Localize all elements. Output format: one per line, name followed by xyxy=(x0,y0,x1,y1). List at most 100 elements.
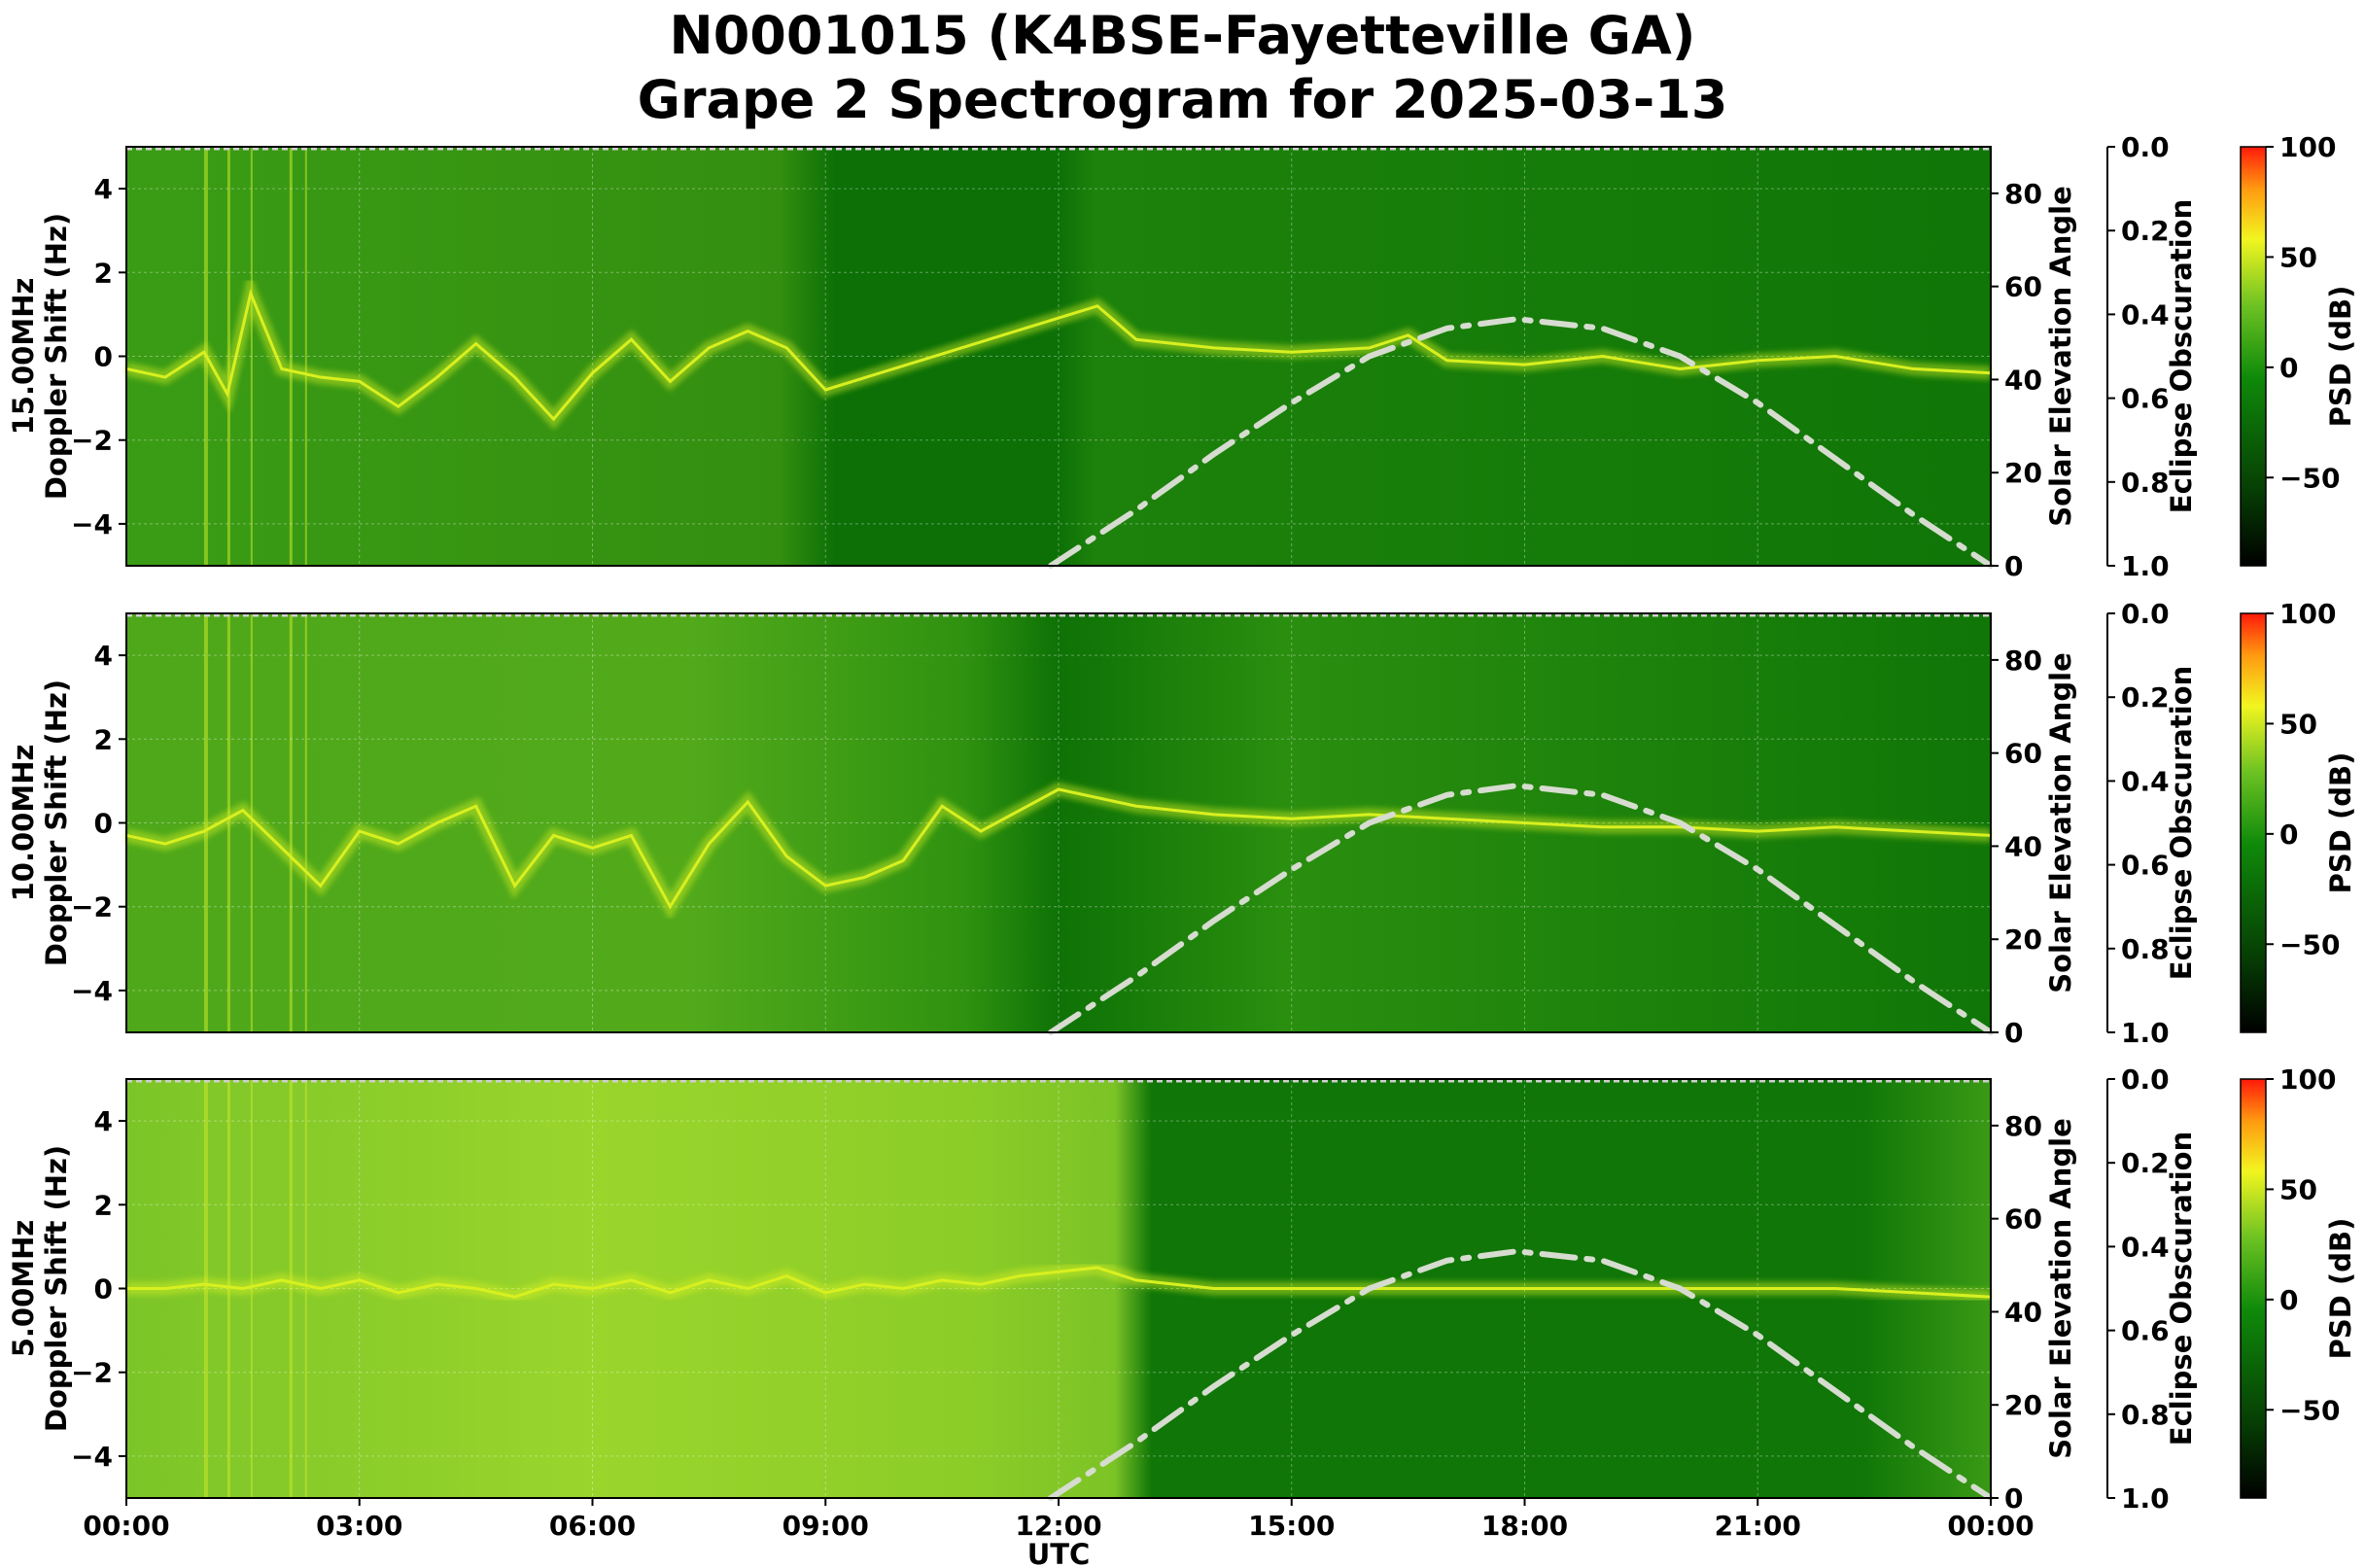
title-line-2: Grape 2 Spectrogram for 2025-03-13 xyxy=(637,69,1728,130)
colorbar-tick-label: 50 xyxy=(2279,708,2317,740)
y-axis-label-frequency: 5.00MHz xyxy=(7,1220,40,1358)
colorbar-tick-label: 100 xyxy=(2279,1063,2336,1096)
elevation-tick-label: 60 xyxy=(2004,738,2042,770)
elevation-tick-label: 20 xyxy=(2004,923,2042,956)
doppler-trace xyxy=(125,288,1992,422)
interference-streak xyxy=(289,147,293,566)
x-tick-label: 09:00 xyxy=(783,1510,869,1542)
y-axis-label-frequency: 10.00MHz xyxy=(7,745,40,902)
y-axis-label: 15.00MHz Doppler Shift (Hz) xyxy=(7,213,73,500)
x-tick-label: 21:00 xyxy=(1715,1510,1801,1542)
eclipse-tick-label: 1.0 xyxy=(2121,1482,2170,1515)
eclipse-obscuration-label: Eclipse Obscuration xyxy=(2165,1132,2198,1446)
x-tick-label: 18:00 xyxy=(1481,1510,1568,1542)
y-tick-label: −2 xyxy=(71,891,113,923)
solar-elevation-label: Solar Elevation Angle xyxy=(2044,652,2077,993)
eclipse-tick-label: 0.4 xyxy=(2121,298,2170,331)
doppler-trace xyxy=(125,787,1992,910)
eclipse-tick-label: 0.0 xyxy=(2121,1063,2170,1096)
eclipse-tick-label: 0.8 xyxy=(2121,1399,2170,1431)
y-tick-label: 4 xyxy=(94,1105,113,1137)
y-tick-label: 4 xyxy=(94,640,113,672)
elevation-tick-label: 0 xyxy=(2004,550,2023,582)
y-tick-label: −2 xyxy=(71,425,113,457)
colorbar-tick-label: 0 xyxy=(2279,819,2298,851)
interference-streak xyxy=(250,147,253,566)
eclipse-tick-label: 0.2 xyxy=(2121,1147,2170,1179)
colorbar-label: PSD (dB) xyxy=(2324,752,2357,894)
colorbar-label: PSD (dB) xyxy=(2324,286,2357,428)
elevation-tick-label: 80 xyxy=(2004,178,2042,210)
eclipse-tick-label: 0.4 xyxy=(2121,1231,2170,1263)
elevation-tick-label: 80 xyxy=(2004,645,2042,677)
y-tick-label: 0 xyxy=(94,1273,113,1306)
y-axis-label-doppler: Doppler Shift (Hz) xyxy=(40,213,73,500)
y-axis-label-doppler: Doppler Shift (Hz) xyxy=(40,679,73,966)
elevation-tick-label: 20 xyxy=(2004,1389,2042,1421)
solar-elevation-label: Solar Elevation Angle xyxy=(2044,186,2077,527)
colorbar-tick-label: 100 xyxy=(2279,131,2336,163)
x-tick-label: 06:00 xyxy=(549,1510,636,1542)
y-axis-label: 5.00MHz Doppler Shift (Hz) xyxy=(7,1145,73,1432)
title-line-1: N0001015 (K4BSE-Fayetteville GA) xyxy=(669,5,1696,66)
x-tick-label: 03:00 xyxy=(316,1510,402,1542)
colorbar-tick-label: −50 xyxy=(2279,462,2340,494)
colorbar-label: PSD (dB) xyxy=(2324,1218,2357,1360)
eclipse-tick-label: 0.6 xyxy=(2121,850,2170,882)
elevation-tick-label: 0 xyxy=(2004,1017,2023,1049)
y-axis-label-frequency: 15.00MHz xyxy=(7,278,40,436)
colorbar xyxy=(2240,612,2267,1033)
y-tick-label: −2 xyxy=(71,1357,113,1389)
x-tick-label: 00:00 xyxy=(83,1510,169,1542)
x-axis-label: UTC xyxy=(1027,1538,1091,1568)
colorbar-tick-label: −50 xyxy=(2279,928,2340,960)
eclipse-tick-label: 0.6 xyxy=(2121,383,2170,415)
y-tick-label: 0 xyxy=(94,808,113,840)
y-tick-label: −4 xyxy=(71,1441,113,1473)
chart-title: N0001015 (K4BSE-Fayetteville GA) Grape 2… xyxy=(0,4,2365,132)
eclipse-tick-label: 0.0 xyxy=(2121,131,2170,163)
doppler-trace xyxy=(126,1266,1992,1299)
y-tick-label: −4 xyxy=(71,975,113,1007)
panel-10MHz: 420−2−410.00MHz Doppler Shift (Hz)0204060… xyxy=(7,598,2357,1049)
eclipse-tick-label: 0.8 xyxy=(2121,933,2170,965)
colorbar-tick-label: 50 xyxy=(2279,241,2317,273)
interference-streak xyxy=(304,613,307,1032)
elevation-tick-label: 40 xyxy=(2004,1296,2042,1328)
y-tick-label: 2 xyxy=(94,723,113,755)
colorbar xyxy=(2240,146,2267,567)
interference-streak xyxy=(289,613,293,1032)
eclipse-tick-label: 1.0 xyxy=(2121,550,2170,582)
y-tick-label: 0 xyxy=(94,341,113,373)
x-tick-label: 00:00 xyxy=(1947,1510,2034,1542)
solar-elevation-curve xyxy=(1048,316,1994,569)
colorbar-tick-label: 0 xyxy=(2279,1284,2298,1316)
y-tick-label: −4 xyxy=(71,508,113,540)
interference-streak xyxy=(226,147,230,566)
panel-15MHz: 420−2−415.00MHz Doppler Shift (Hz)0204060… xyxy=(7,131,2357,582)
solar-elevation-curve xyxy=(1048,783,1994,1035)
interference-streak xyxy=(304,147,307,566)
y-tick-label: 2 xyxy=(94,257,113,289)
y-axis-label: 10.00MHz Doppler Shift (Hz) xyxy=(7,679,73,966)
eclipse-tick-label: 1.0 xyxy=(2121,1017,2170,1049)
x-tick-label: 12:00 xyxy=(1015,1510,1101,1542)
elevation-tick-label: 0 xyxy=(2004,1482,2023,1515)
colorbar-tick-label: −50 xyxy=(2279,1394,2340,1426)
elevation-tick-label: 80 xyxy=(2004,1110,2042,1142)
y-tick-label: 2 xyxy=(94,1189,113,1221)
colorbar-tick-label: 0 xyxy=(2279,352,2298,384)
eclipse-tick-label: 0.8 xyxy=(2121,467,2170,499)
eclipse-obscuration-label: Eclipse Obscuration xyxy=(2165,666,2198,980)
elevation-tick-label: 40 xyxy=(2004,830,2042,862)
x-tick-label: 15:00 xyxy=(1248,1510,1335,1542)
eclipse-tick-label: 0.2 xyxy=(2121,681,2170,714)
colorbar-tick-label: 100 xyxy=(2279,598,2336,630)
y-axis-label-doppler: Doppler Shift (Hz) xyxy=(40,1145,73,1432)
y-tick-label: 4 xyxy=(94,173,113,205)
eclipse-tick-label: 0.4 xyxy=(2121,765,2170,797)
panel-5MHz: 420−2−45.00MHz Doppler Shift (Hz)02040608… xyxy=(7,1063,2357,1515)
colorbar-tick-label: 50 xyxy=(2279,1173,2317,1205)
colorbar xyxy=(2240,1078,2267,1499)
